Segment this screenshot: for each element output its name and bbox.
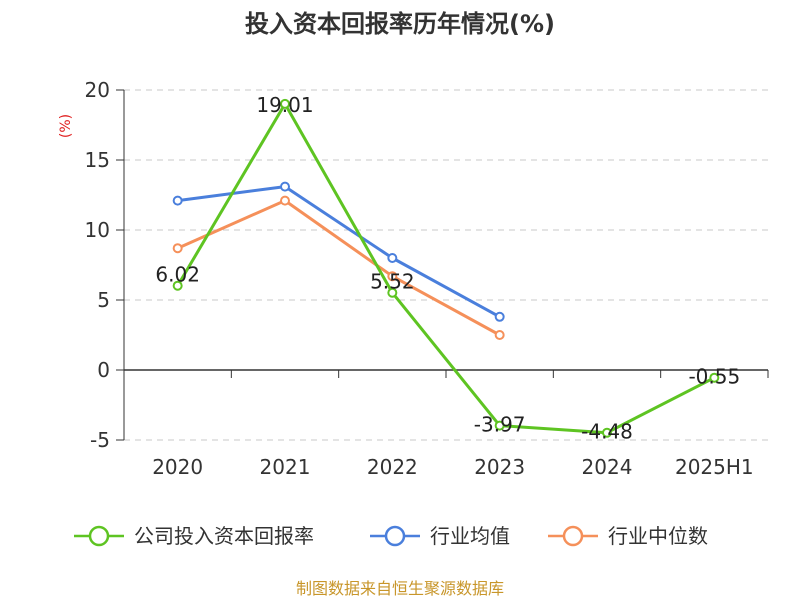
legend-marker <box>88 525 110 547</box>
y-tick-label: -5 <box>90 428 110 452</box>
x-tick-label: 2025H1 <box>675 455 754 479</box>
data-point <box>387 271 398 282</box>
data-label: -3.97 <box>474 413 526 437</box>
x-tick-label: 2023 <box>474 455 525 479</box>
series-layer <box>172 98 720 438</box>
y-tick-label: 10 <box>85 218 110 242</box>
data-point <box>280 98 290 109</box>
axes <box>116 89 769 441</box>
data-label: -0.55 <box>688 365 740 389</box>
legend-label: 行业中位数 <box>608 524 708 548</box>
data-point <box>280 181 290 192</box>
data-label: 5.52 <box>370 270 415 294</box>
x-tick-labels: 2020 2021 2022 2023 2024 2025H1 <box>152 455 753 479</box>
source-note: 制图数据来自恒生聚源数据库 <box>296 579 504 598</box>
series-line-2 <box>177 199 501 337</box>
y-tick-label: 5 <box>97 288 110 312</box>
x-tick-label: 2020 <box>152 455 203 479</box>
data-point <box>387 253 398 263</box>
y-tick-label: 15 <box>85 148 110 172</box>
data-point <box>709 372 720 383</box>
legend-marker <box>384 525 406 547</box>
data-label: 19.01 <box>256 93 313 117</box>
data-point <box>172 243 183 254</box>
x-tick-label: 2022 <box>367 455 418 479</box>
data-label: 6.02 <box>155 263 200 287</box>
legend-item: 行业均值 <box>370 524 510 548</box>
y-tick-label: 20 <box>85 78 110 102</box>
data-point <box>172 195 183 206</box>
legend: 公司投入资本回报率 行业均值 行业中位数 <box>74 524 708 548</box>
legend-item: 行业中位数 <box>548 524 708 548</box>
data-point <box>602 427 612 438</box>
y-axis-unit: (%) <box>58 114 74 138</box>
data-point <box>280 195 290 206</box>
data-point <box>494 311 505 322</box>
y-tick-label: 0 <box>97 358 110 382</box>
legend-label: 公司投入资本回报率 <box>134 524 314 548</box>
data-point <box>387 287 398 298</box>
x-tick-label: 2024 <box>582 455 633 479</box>
data-point <box>494 330 505 340</box>
legend-item: 公司投入资本回报率 <box>74 524 314 548</box>
data-labels: 6.02 19.01 5.52 -3.97 -4.48 -0.55 <box>155 93 740 444</box>
y-tick-labels: 20 15 10 5 0 -5 <box>85 78 110 452</box>
grid-lines <box>124 89 768 441</box>
legend-marker <box>562 525 584 547</box>
chart-title: 投入资本回报率历年情况(%) <box>245 10 555 38</box>
series-line-0 <box>176 102 716 435</box>
data-point <box>494 420 505 431</box>
data-label: -4.48 <box>581 420 633 444</box>
legend-label: 行业均值 <box>430 524 510 548</box>
x-tick-label: 2021 <box>260 455 311 479</box>
data-point <box>172 280 183 291</box>
